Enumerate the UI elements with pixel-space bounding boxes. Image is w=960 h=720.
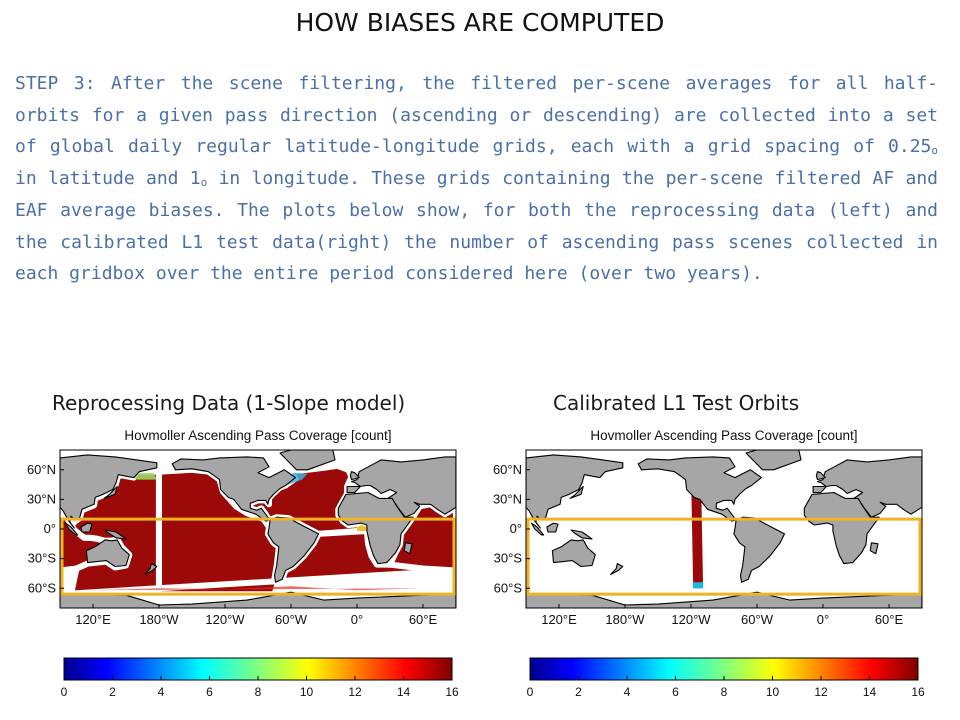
colorbar-tick-label: 6 [672,685,679,699]
y-tick-label: 30°N [27,491,56,506]
colorbar-tick-label: 4 [624,685,631,699]
right-colorbar: 0 2 4 6 8 10 12 14 16 [527,657,925,699]
land-africa [337,491,414,565]
colorbar-tick-label: 8 [255,685,262,699]
colorbar-tick-label: 10 [766,685,780,699]
colorbar-tick-label: 0 [527,685,534,699]
colorbar-tick-label: 16 [445,685,459,699]
paragraph-part-1: STEP 3: After the scene filtering, the f… [15,73,938,158]
land-madagascar [403,542,413,555]
x-tick-label: 0° [351,612,363,627]
x-tick-label: 120°W [671,612,711,627]
land-australia [85,539,130,568]
colorbar-tick-label: 8 [721,685,728,699]
land-sumatra [64,522,79,536]
coverage-fringe-south [93,586,423,596]
land-borneo [546,522,559,533]
step3-paragraph: STEP 3: After the scene filtering, the f… [15,68,938,290]
highlight-box [526,517,922,596]
land-newZealand [144,563,158,575]
colorbar-tick-label: 16 [911,685,925,699]
map-title: Hovmoller Ascending Pass Coverage [count… [590,428,857,443]
orbit-strip [691,471,704,589]
land-uk [815,471,826,481]
colorbar-tick-label: 14 [397,685,411,699]
y-tick-label: 60°N [27,462,56,477]
y-tick-label: 60°S [494,580,523,595]
x-tick-label: 180°W [605,612,645,627]
y-tick-label: 60°S [28,580,57,595]
colorbar-tick-label: 2 [575,685,582,699]
x-tick-label: 120°W [205,612,245,627]
land-greenland [279,450,336,471]
colorbar-tick-label: 2 [109,685,116,699]
x-tick-label: 60°W [741,612,774,627]
land-africa [803,491,880,565]
degree-mark-2: o [200,176,208,190]
land-japan [103,485,118,499]
colorbar-tick-label: 14 [863,685,877,699]
land-southAmerica [733,516,786,583]
land-southAmerica [267,516,320,583]
land-australia [551,539,596,568]
left-panel-label: Reprocessing Data (1-Slope model) [52,391,406,415]
orbit-strip-bottom [693,582,704,589]
map-title: Hovmoller Ascending Pass Coverage [count… [124,428,391,443]
x-tick-label: 60°E [409,612,438,627]
land-newGuinea [570,529,593,540]
left-coverage-map: Hovmoller Ascending Pass Coverage [count… [27,428,457,627]
land-eurasiaEast [526,454,624,529]
highlight-box [60,517,456,596]
x-tick-label: 60°E [875,612,904,627]
degree-mark-1: o [931,144,938,158]
right-coverage-map: Hovmoller Ascending Pass Coverage [count… [493,428,923,627]
land-newZealand [610,563,624,575]
y-tick-label: 0° [510,521,522,536]
land-northAmerica [171,456,296,522]
colorbar-tick-label: 0 [61,685,68,699]
right-panel-label: Calibrated L1 Test Orbits [553,391,800,415]
x-tick-label: 120°E [541,612,577,627]
land-uk [349,471,360,481]
y-tick-label: 0° [44,521,56,536]
y-tick-label: 30°S [28,551,57,566]
land-japan [569,485,584,499]
land-sumatra [530,522,545,536]
x-tick-label: 0° [817,612,829,627]
colorbar-tick-label: 12 [348,685,362,699]
paragraph-part-3: in longitude. These grids containing the… [15,168,939,285]
land-newGuinea [104,529,127,540]
x-tick-label: 120°E [75,612,111,627]
colorbar-tick-label: 6 [206,685,213,699]
coverage-fringe-gulf [357,525,367,531]
colorbar-tick-label: 4 [158,685,165,699]
land-northAmerica [637,456,762,522]
y-tick-label: 60°N [493,462,522,477]
land-borneo [80,522,93,533]
slide-title: HOW BIASES ARE COMPUTED [295,8,665,37]
x-tick-label: 180°W [139,612,179,627]
land-eurasiaEast [60,454,158,529]
map-area [60,450,456,608]
x-tick-label: 60°W [275,612,308,627]
map-area [526,450,922,608]
y-tick-label: 30°S [494,551,523,566]
land-madagascar [869,542,879,555]
left-colorbar: 0 2 4 6 8 10 12 14 16 [61,657,459,699]
colorbar-tick-label: 10 [300,685,314,699]
y-tick-label: 30°N [493,491,522,506]
paragraph-part-2: in latitude and 1 [15,168,201,190]
colorbar-tick-label: 12 [814,685,828,699]
land-greenland [745,450,802,471]
